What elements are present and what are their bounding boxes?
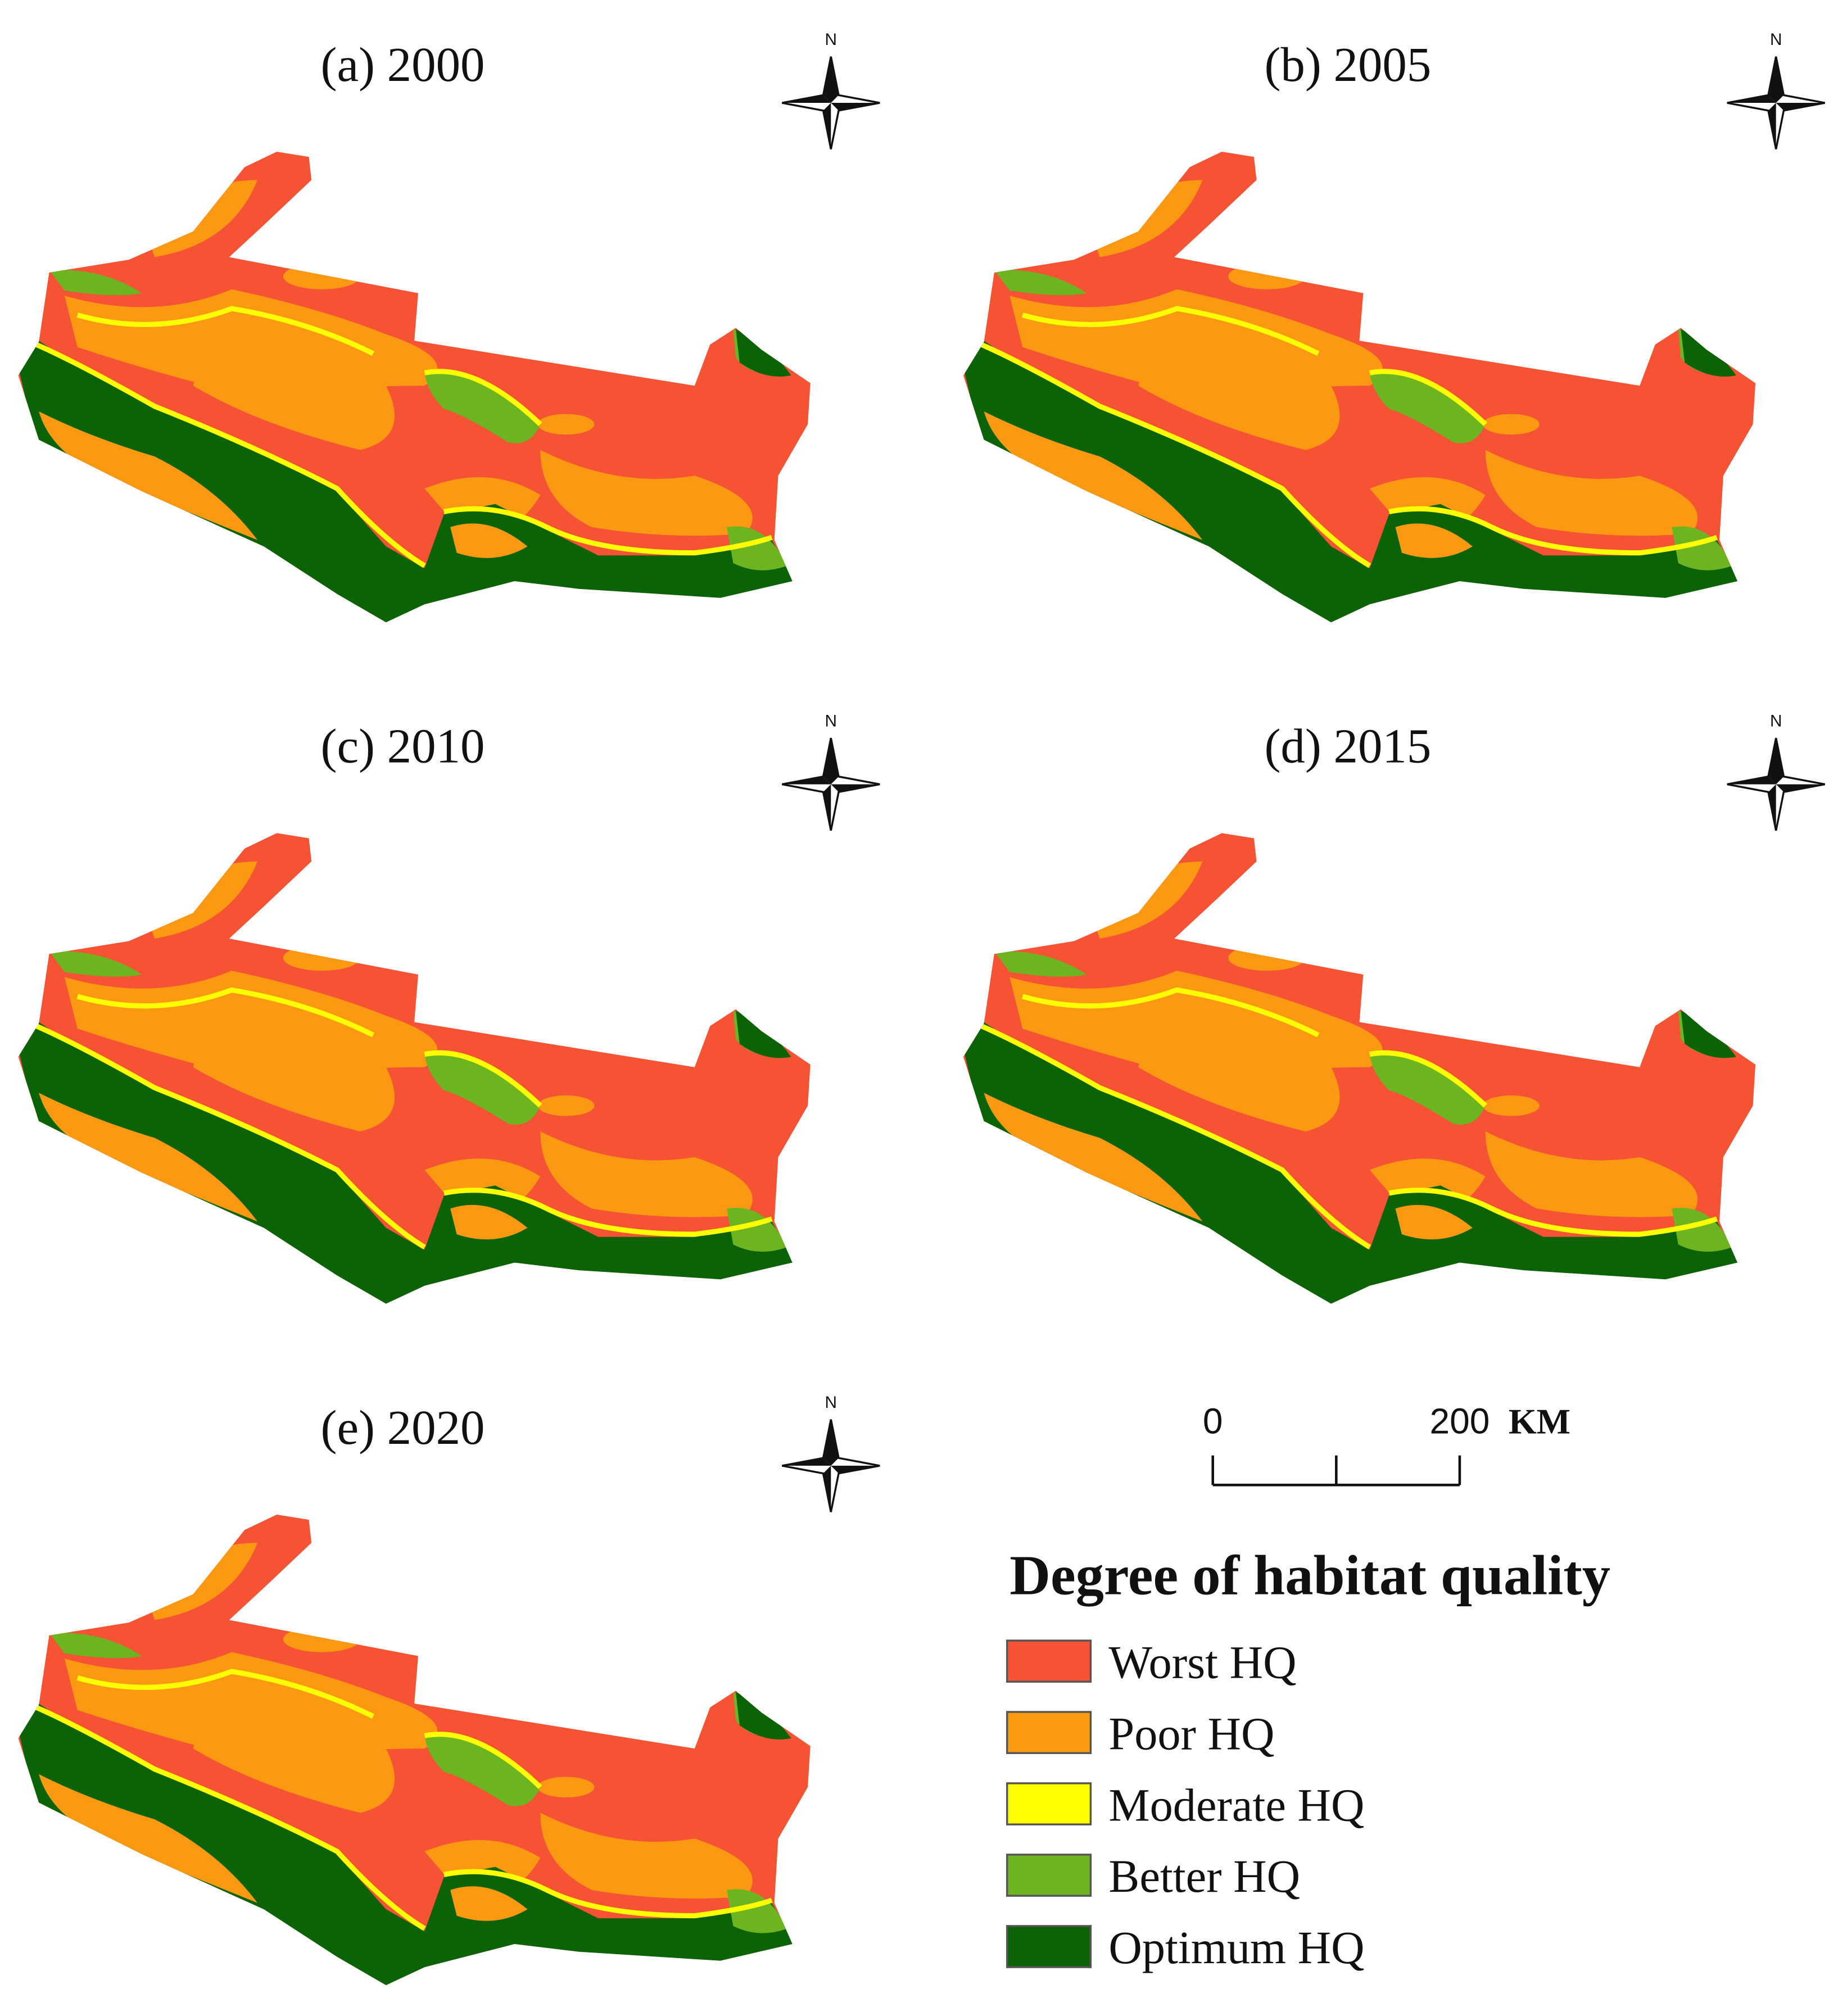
panel-title: (b) 2005	[1264, 38, 1431, 92]
north-label: N	[1770, 712, 1782, 731]
map	[0, 810, 836, 1324]
legend-swatch	[1006, 1854, 1092, 1897]
north-arrow	[781, 55, 881, 151]
scale-unit: KM	[1509, 1402, 1570, 1442]
north-arrow	[781, 737, 881, 832]
map-panel: (a) 2000 N	[0, 30, 881, 643]
map	[0, 129, 836, 643]
legend-swatch	[1006, 1711, 1092, 1754]
north-label: N	[1770, 30, 1782, 49]
legend: Worst HQ Poor HQ Moderate HQ Better HQ Optim…	[1006, 1637, 1365, 1973]
north-label: N	[825, 712, 837, 731]
panel-title: (d) 2015	[1264, 719, 1431, 773]
north-arrow	[1726, 737, 1826, 832]
legend-swatch	[1006, 1639, 1092, 1683]
map-panel: (e) 2020 N	[0, 1393, 881, 2006]
panel-title: (c) 2010	[321, 719, 485, 773]
north-arrow	[1726, 55, 1826, 151]
north-arrow	[781, 1418, 881, 1513]
scale-label: 200	[1430, 1401, 1490, 1442]
legend-label: Optimum HQ	[1108, 1922, 1364, 1973]
legend-label: Moderate HQ	[1108, 1779, 1364, 1831]
map-panel: (d) 2015 N	[945, 712, 1826, 1325]
map-panel: (b) 2005 N	[945, 30, 1826, 643]
panel-title: (a) 2000	[321, 38, 485, 92]
north-label: N	[825, 1393, 837, 1412]
legend-swatch	[1006, 1782, 1092, 1825]
map	[945, 129, 1781, 643]
north-label: N	[825, 30, 837, 49]
map	[0, 1492, 836, 2006]
map-panel: (c) 2010 N	[0, 712, 881, 1325]
legend-label: Better HQ	[1108, 1851, 1300, 1902]
scale-label: 0	[1203, 1401, 1223, 1442]
legend-title: Degree of habitat quality	[1009, 1544, 1610, 1607]
panel-title: (e) 2020	[321, 1401, 485, 1455]
legend-swatch	[1006, 1925, 1092, 1968]
legend-label: Worst HQ	[1108, 1637, 1296, 1688]
legend-label: Poor HQ	[1108, 1708, 1274, 1759]
panels: (a) 2000 N (b) 2005 N(c) 2010 N (d) 2015 N(e) …	[0, 30, 1826, 2006]
scale-bar: KM 0 200	[1203, 1401, 1570, 1487]
map	[945, 810, 1781, 1324]
